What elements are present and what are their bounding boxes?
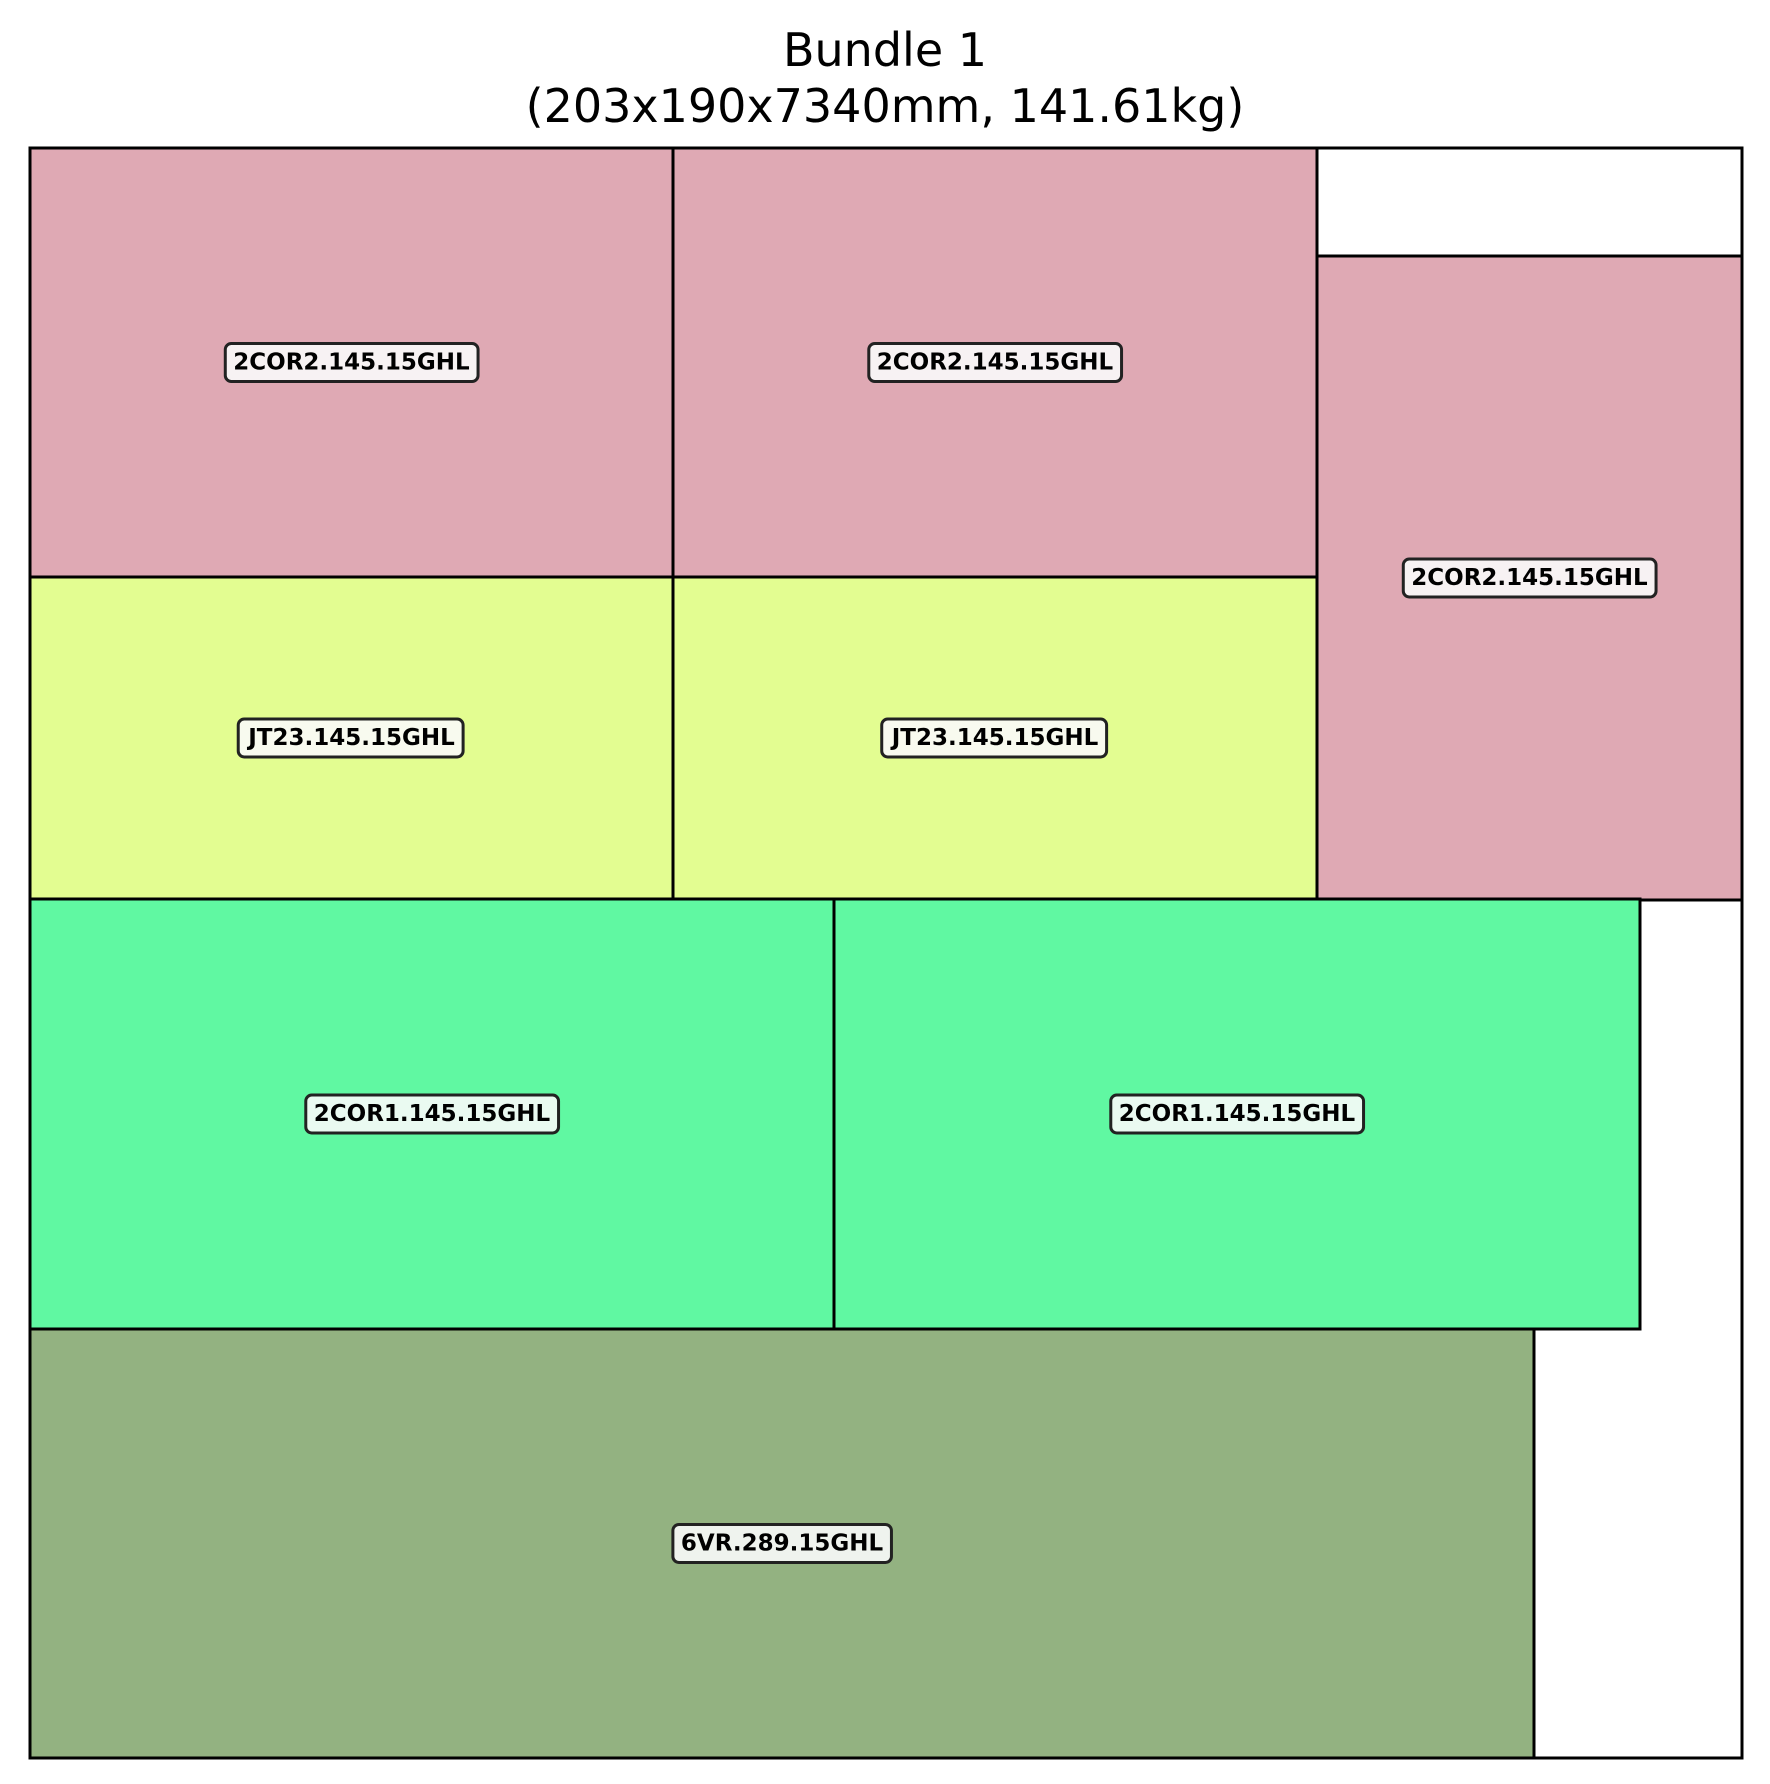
piece-label-box	[1109, 1093, 1366, 1135]
piece-label: JT23.145.15GHL	[890, 725, 1099, 751]
title-line-1: Bundle 1	[782, 23, 988, 77]
piece-6: 2COR1.145.15GHL	[28, 897, 836, 1331]
piece-label: 2COR2.145.15GHL	[1411, 565, 1648, 591]
title-line-2: (203x190x7340mm, 141.61kg)	[525, 79, 1245, 133]
piece-label: JT23.145.15GHL	[246, 725, 455, 751]
piece-label: 2COR1.145.15GHL	[314, 1101, 551, 1127]
piece-label-box	[867, 342, 1124, 383]
piece-5: JT23.145.15GHL	[671, 575, 1319, 901]
piece-label-box	[236, 717, 465, 759]
piece-label: 6VR.289.15GHL	[681, 1531, 884, 1557]
piece-label: 2COR2.145.15GHL	[877, 350, 1114, 376]
piece-2: 2COR2.145.15GHL	[671, 146, 1319, 579]
pieces-layer: 2COR2.145.15GHL 2COR2.145.15GHL 2COR2.145.…	[28, 146, 1744, 1760]
piece-label-box	[671, 1523, 893, 1564]
piece-7: 2COR1.145.15GHL	[832, 897, 1642, 1331]
piece-rect	[1315, 254, 1744, 902]
chart-title: Bundle 1 (203x190x7340mm, 141.61kg)	[0, 0, 1770, 140]
piece-4: JT23.145.15GHL	[28, 575, 675, 901]
piece-8: 6VR.289.15GHL	[28, 1327, 1536, 1760]
piece-label-box	[1401, 557, 1658, 599]
piece-label-box	[880, 717, 1109, 759]
piece-label: 2COR1.145.15GHL	[1119, 1101, 1356, 1127]
piece-1: 2COR2.145.15GHL	[28, 146, 675, 579]
piece-label-box	[223, 342, 480, 383]
bundle-outline	[28, 146, 1744, 1760]
piece-label-box	[304, 1093, 561, 1135]
piece-3: 2COR2.145.15GHL	[1315, 254, 1744, 902]
piece-label: 2COR2.145.15GHL	[233, 350, 470, 376]
